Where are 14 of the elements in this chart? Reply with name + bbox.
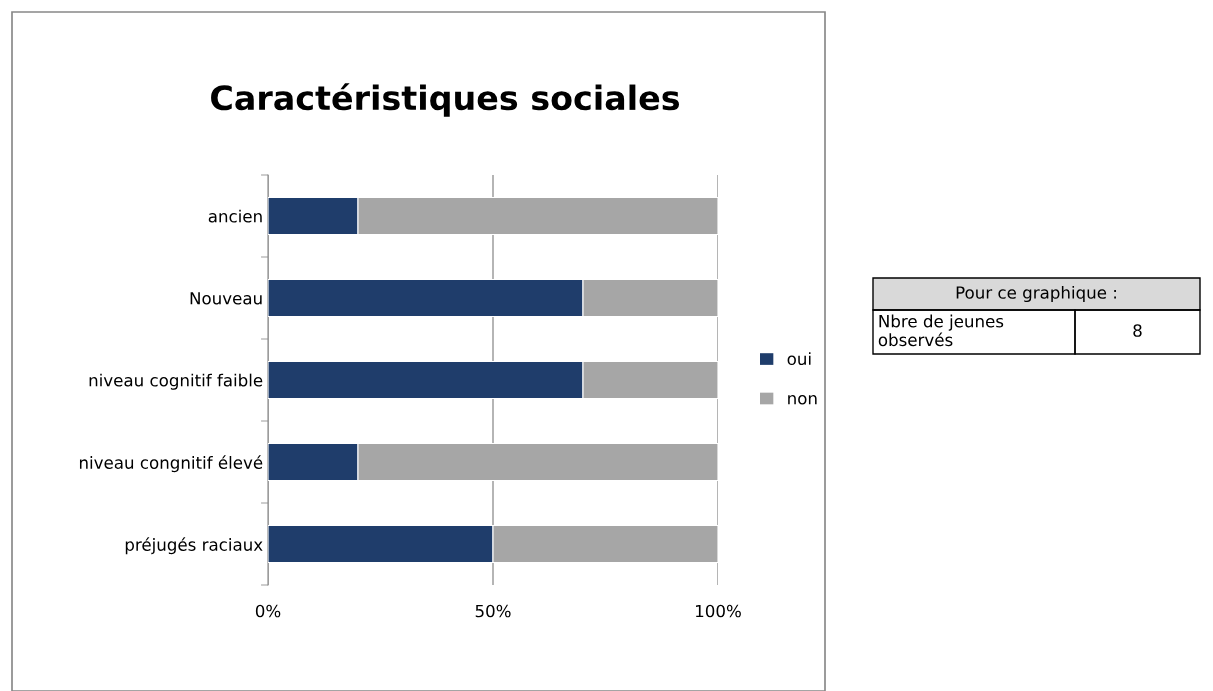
y-tick-label: Nouveau: [190, 292, 262, 305]
x-tick-label: 0%: [255, 604, 281, 618]
text: Nbre de jeunes observés: [878, 314, 1004, 347]
y-tick-label: niveau cognitif faible: [89, 373, 263, 390]
legend-label: non: [788, 395, 817, 405]
text: 8: [1133, 324, 1142, 337]
legend-label: oui: [787, 352, 811, 366]
x-tick-label: 50%: [475, 604, 511, 618]
y-tick-label: niveau congnitif élevé: [79, 455, 263, 473]
x-tick-label: 100%: [696, 604, 741, 618]
y-tick-label: ancien: [208, 209, 262, 223]
text: Pour ce graphique :: [956, 285, 1116, 303]
chart-title: Caractéristiques sociales: [211, 83, 680, 117]
y-tick-label: préjugés raciaux: [125, 537, 263, 555]
